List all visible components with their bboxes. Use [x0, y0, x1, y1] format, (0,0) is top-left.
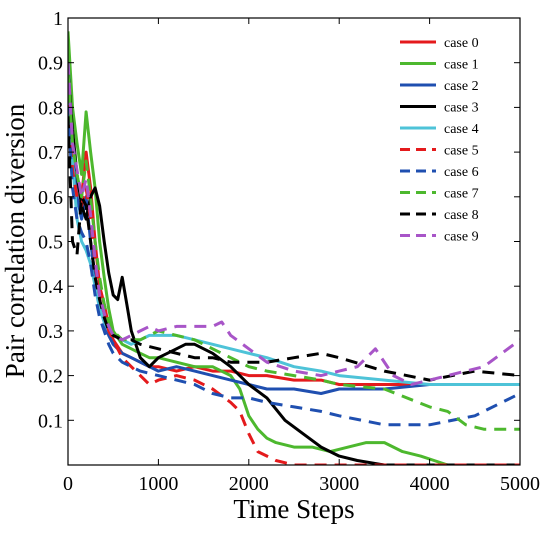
series-lines — [68, 31, 520, 465]
legend-label: case 8 — [444, 208, 479, 223]
series-line-case-8 — [68, 116, 520, 382]
y-tick-label: 0.8 — [38, 97, 63, 119]
legend-label: case 4 — [444, 122, 479, 137]
series-line-case-9 — [68, 62, 520, 386]
x-tick-label: 2000 — [229, 473, 269, 495]
legend-label: case 6 — [444, 165, 479, 180]
legend-label: case 2 — [444, 79, 479, 94]
legend-label: case 1 — [444, 58, 479, 73]
series-line-case-7 — [68, 71, 520, 431]
legend-label: case 9 — [444, 230, 479, 245]
y-tick-label: 0.2 — [38, 366, 63, 388]
y-tick-label: 0.7 — [38, 142, 63, 164]
x-tick-label: 4000 — [410, 473, 450, 495]
legend-label: case 7 — [444, 187, 479, 202]
series-line-case-5 — [68, 85, 520, 465]
axis-ticks: 0 1000 2000 3000 4000 5000 0.1 0.2 0.3 0.4 0.5 0.6 0… — [38, 8, 540, 495]
x-tick-label: 5000 — [500, 473, 540, 495]
y-tick-label: 0.6 — [38, 187, 63, 209]
y-tick-label: 1 — [53, 8, 63, 30]
y-tick-label: 0.1 — [38, 410, 63, 432]
series-line-case-6 — [68, 107, 520, 427]
series-line-case-4 — [68, 98, 520, 386]
x-tick-label: 3000 — [319, 473, 359, 495]
legend-label: case 5 — [444, 144, 479, 159]
x-tick-label: 0 — [63, 473, 73, 495]
series-line-case-3 — [68, 71, 520, 465]
x-axis-label: Time Steps — [233, 494, 354, 524]
y-tick-label: 0.5 — [38, 232, 63, 254]
legend-label: case 3 — [444, 101, 479, 116]
y-tick-label: 0.3 — [38, 321, 63, 343]
y-tick-label: 0.9 — [38, 53, 63, 75]
legend-label: case 0 — [444, 36, 479, 51]
y-axis-label: Pair correlation diversion — [0, 103, 30, 378]
legend: case 0 case 1 case 2 case 3 case 4 case 5 case… — [400, 36, 479, 245]
y-tick-label: 0.4 — [38, 276, 63, 298]
x-tick-label: 1000 — [138, 473, 178, 495]
